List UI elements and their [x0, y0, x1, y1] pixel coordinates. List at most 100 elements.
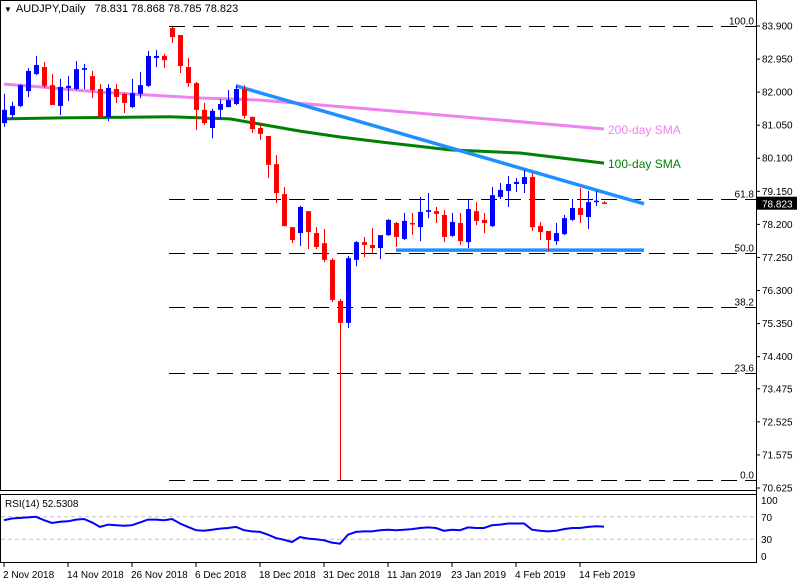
candle [530, 172, 535, 231]
price-tick-label: 75.350 [762, 319, 793, 330]
candle [586, 190, 591, 229]
sma100-label: 100-day SMA [608, 157, 681, 171]
rsi-level-label: 30 [761, 535, 773, 546]
candle [130, 78, 135, 109]
candle-body [90, 76, 95, 91]
candle-body [522, 177, 527, 185]
price-tick-label: 73.475 [762, 384, 793, 395]
price-axis: 83.900 82.950 82.000 81.050 80.100 79.150 78.2… [756, 0, 797, 563]
price-tick-label: 70.625 [762, 484, 793, 495]
candle [258, 123, 263, 141]
candle-body [338, 300, 343, 323]
candle-body [26, 70, 31, 92]
chart-frame [0, 0, 757, 563]
candle-body [282, 194, 287, 227]
candle [466, 198, 471, 249]
symbol-timeframe: AUDJPY,Daily [15, 3, 86, 15]
candle-body [482, 219, 487, 223]
candle [594, 190, 599, 206]
rsi-indicator: RSI(14) 52.5308 100 70 30 0 [1, 496, 778, 563]
candle-body [418, 211, 423, 228]
candle [138, 71, 143, 99]
candle [58, 78, 63, 116]
date-tick-label: 14 Nov 2018 [67, 570, 124, 581]
candle-body [258, 127, 263, 134]
sma200-label: 200-day SMA [608, 123, 681, 137]
candle-body [466, 209, 471, 243]
candle-body [146, 55, 151, 86]
candle [458, 212, 463, 245]
date-tick-label: 23 Jan 2019 [451, 570, 506, 581]
candle-body [506, 184, 511, 191]
candle [82, 63, 87, 89]
candle [226, 90, 231, 108]
trendlines[interactable] [235, 84, 645, 252]
candle [186, 58, 191, 87]
candle [90, 70, 95, 99]
candle [146, 51, 151, 87]
rsi-level-label: 100 [761, 496, 778, 507]
dropdown-triangle-icon[interactable]: ▼ [4, 5, 12, 14]
candlesticks [2, 27, 607, 481]
candle-body [594, 200, 599, 203]
candle [218, 99, 223, 119]
candle-body [386, 219, 391, 236]
candle-body [490, 195, 495, 227]
candle [442, 210, 447, 243]
candle-body [562, 218, 567, 235]
candle [234, 85, 239, 106]
price-tick-label: 72.525 [762, 417, 793, 428]
candle [602, 201, 607, 205]
candle-body [170, 28, 175, 38]
candle [338, 298, 343, 481]
fibonacci-retracement[interactable]: 100.0 61.8 50.0 38.2 23.6 0.0 [169, 17, 756, 482]
candle-body [138, 85, 143, 94]
candle-body [514, 181, 519, 185]
candle [210, 108, 215, 139]
candle-body [186, 67, 191, 84]
current-price-label: 78.823 [762, 200, 793, 211]
candle-body [298, 206, 303, 234]
candle [274, 155, 279, 204]
candle [362, 236, 367, 258]
candle-body [370, 244, 375, 249]
candle-body [378, 235, 383, 249]
price-tick-label: 79.150 [762, 187, 793, 198]
candle-body [458, 222, 463, 242]
candle [514, 178, 519, 193]
candle [426, 193, 431, 219]
candle-body [450, 221, 455, 236]
sma100-line [3, 115, 605, 165]
candle-body [498, 189, 503, 197]
candle [410, 212, 415, 235]
candle-body [426, 210, 431, 212]
price-tick-label: 83.900 [762, 22, 793, 33]
candle-body [306, 211, 311, 233]
candle-body [74, 69, 79, 89]
chart-header: ▼ AUDJPY,Daily 78.831 78.868 78.785 78.82… [4, 3, 238, 15]
candle [106, 84, 111, 122]
candle [122, 93, 127, 114]
candle-body [106, 87, 111, 117]
candle-body [162, 55, 167, 61]
candle-body [210, 110, 215, 128]
date-tick-label: 14 Feb 2019 [579, 570, 636, 581]
candle-body [194, 83, 199, 110]
fib-level-label: 61.8 [735, 190, 755, 201]
date-tick-label: 4 Feb 2019 [515, 570, 566, 581]
date-tick-label: 11 Jan 2019 [387, 570, 442, 581]
candle-body [274, 164, 279, 194]
candle [74, 61, 79, 91]
candle [18, 84, 23, 108]
resistance-trendline[interactable] [235, 84, 645, 206]
candle-body [50, 85, 55, 106]
candle-body [434, 211, 439, 214]
candle-body [442, 214, 447, 237]
candle [346, 256, 351, 329]
candle [154, 50, 159, 68]
date-tick-label: 31 Dec 2018 [323, 570, 380, 581]
candle [178, 35, 183, 73]
candle [370, 227, 375, 253]
candle [562, 214, 567, 236]
